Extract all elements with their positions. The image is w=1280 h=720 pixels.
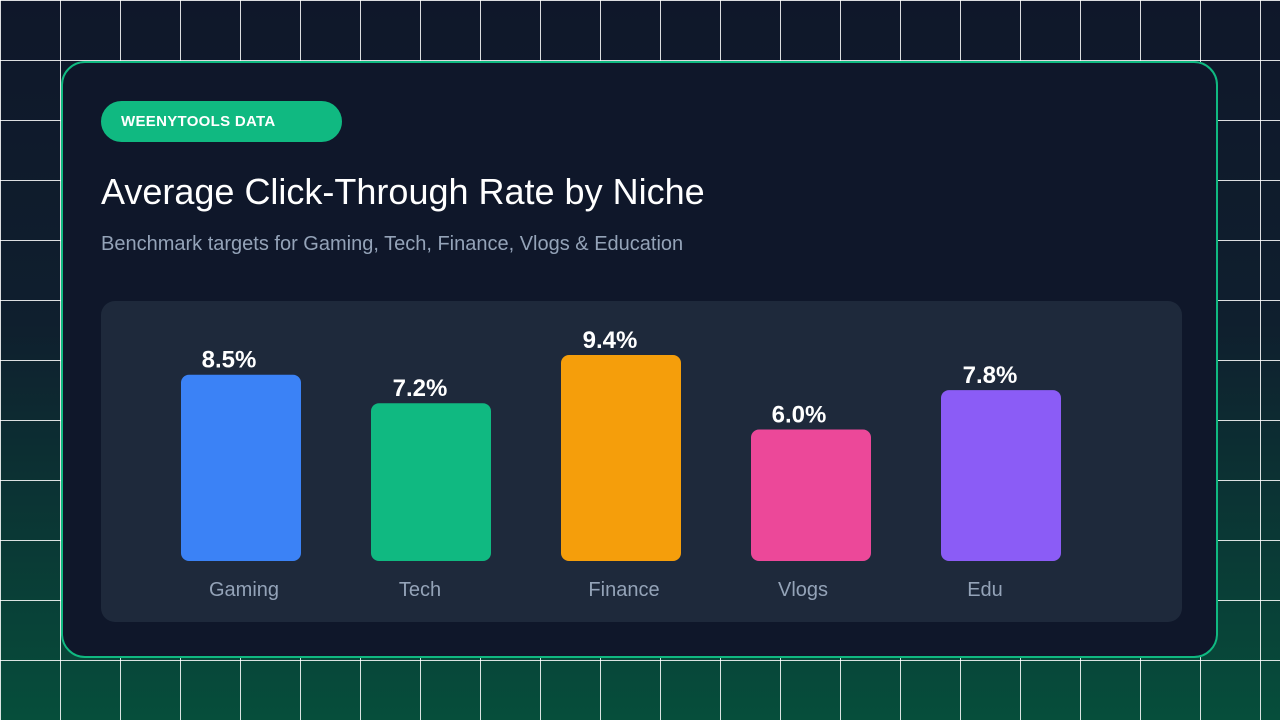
bar-tech [371,403,491,561]
chart-card: WEENYTOOLS DATA Average Click-Through Ra… [61,61,1218,658]
bar-vlogs [751,429,871,561]
category-label-tech: Tech [399,579,441,601]
bar-finance [561,355,681,561]
value-label-tech: 7.2% [393,375,448,402]
chart-title: Average Click-Through Rate by Niche [101,171,705,212]
bar-edu [941,390,1061,561]
bar-gaming [181,374,301,561]
value-label-gaming: 8.5% [202,347,257,374]
chart-subtitle: Benchmark targets for Gaming, Tech, Fina… [101,233,684,255]
category-label-finance: Finance [588,579,659,601]
bar-chart: 8.5% Gaming 7.2% Tech 9.4% Finance 6.0% Vlogs 7.… [181,327,1061,601]
category-label-gaming: Gaming [209,579,279,601]
chart-panel: 8.5% Gaming 7.2% Tech 9.4% Finance 6.0% Vlogs 7.… [101,301,1182,622]
value-label-finance: 9.4% [583,327,638,354]
category-label-edu: Edu [967,579,1003,601]
source-badge: WEENYTOOLS DATA [101,101,342,142]
value-label-vlogs: 6.0% [772,402,827,429]
category-label-vlogs: Vlogs [778,579,828,601]
value-label-edu: 7.8% [963,362,1018,389]
